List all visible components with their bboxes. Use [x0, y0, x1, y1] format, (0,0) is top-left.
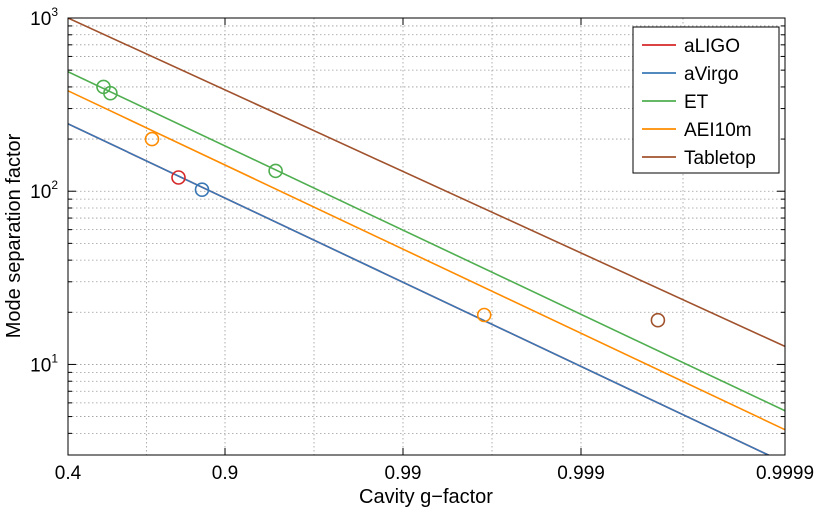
x-axis-label: Cavity g−factor [359, 486, 493, 508]
y-axis-label: Mode separation factor [3, 133, 25, 338]
marker-et [268, 163, 283, 179]
marker-avirgo [194, 182, 210, 197]
legend-box [632, 26, 780, 174]
x-tick-label: 0.9 [212, 463, 238, 484]
marker-aligo [171, 170, 186, 185]
x-tick-labels: 0.4 0.9 0.99 0.999 0.9999 [55, 463, 814, 484]
series-markers [96, 79, 666, 328]
series-line-aei10m [68, 90, 785, 431]
legend-label-et: ET [684, 92, 709, 113]
marker-tabletop [650, 312, 666, 328]
marker-aei10m [476, 307, 492, 323]
series-line-et [68, 70, 785, 412]
series-lines [68, 18, 785, 455]
legend-entries: aLIGO aVirgo ET AEI10m Tabletop [642, 36, 756, 169]
legend: aLIGO aVirgo ET AEI10m Tabletop [632, 26, 780, 174]
y-tick-label: 101 [30, 351, 58, 376]
series-line-avirgo [68, 123, 771, 455]
plot-frame [67, 17, 786, 456]
y-tick-labels: 101 102 103 [30, 5, 58, 376]
legend-label-aei10m: AEI10m [684, 120, 752, 141]
marker-aei10m [144, 131, 160, 147]
marker-et [103, 85, 118, 101]
legend-label-aligo: aLIGO [684, 36, 740, 57]
legend-label-avirgo: aVirgo [684, 64, 739, 85]
y-tick-label: 103 [30, 5, 58, 30]
x-tick-label: 0.9999 [756, 463, 814, 484]
x-tick-label: 0.99 [385, 463, 422, 484]
x-tick-label: 0.4 [55, 463, 82, 484]
x-tick-label: 0.999 [557, 463, 605, 484]
y-tick-label: 102 [30, 178, 58, 203]
axis-ticks [67, 18, 786, 456]
series-line-tabletop [68, 18, 785, 348]
legend-label-tabletop: Tabletop [684, 148, 756, 169]
